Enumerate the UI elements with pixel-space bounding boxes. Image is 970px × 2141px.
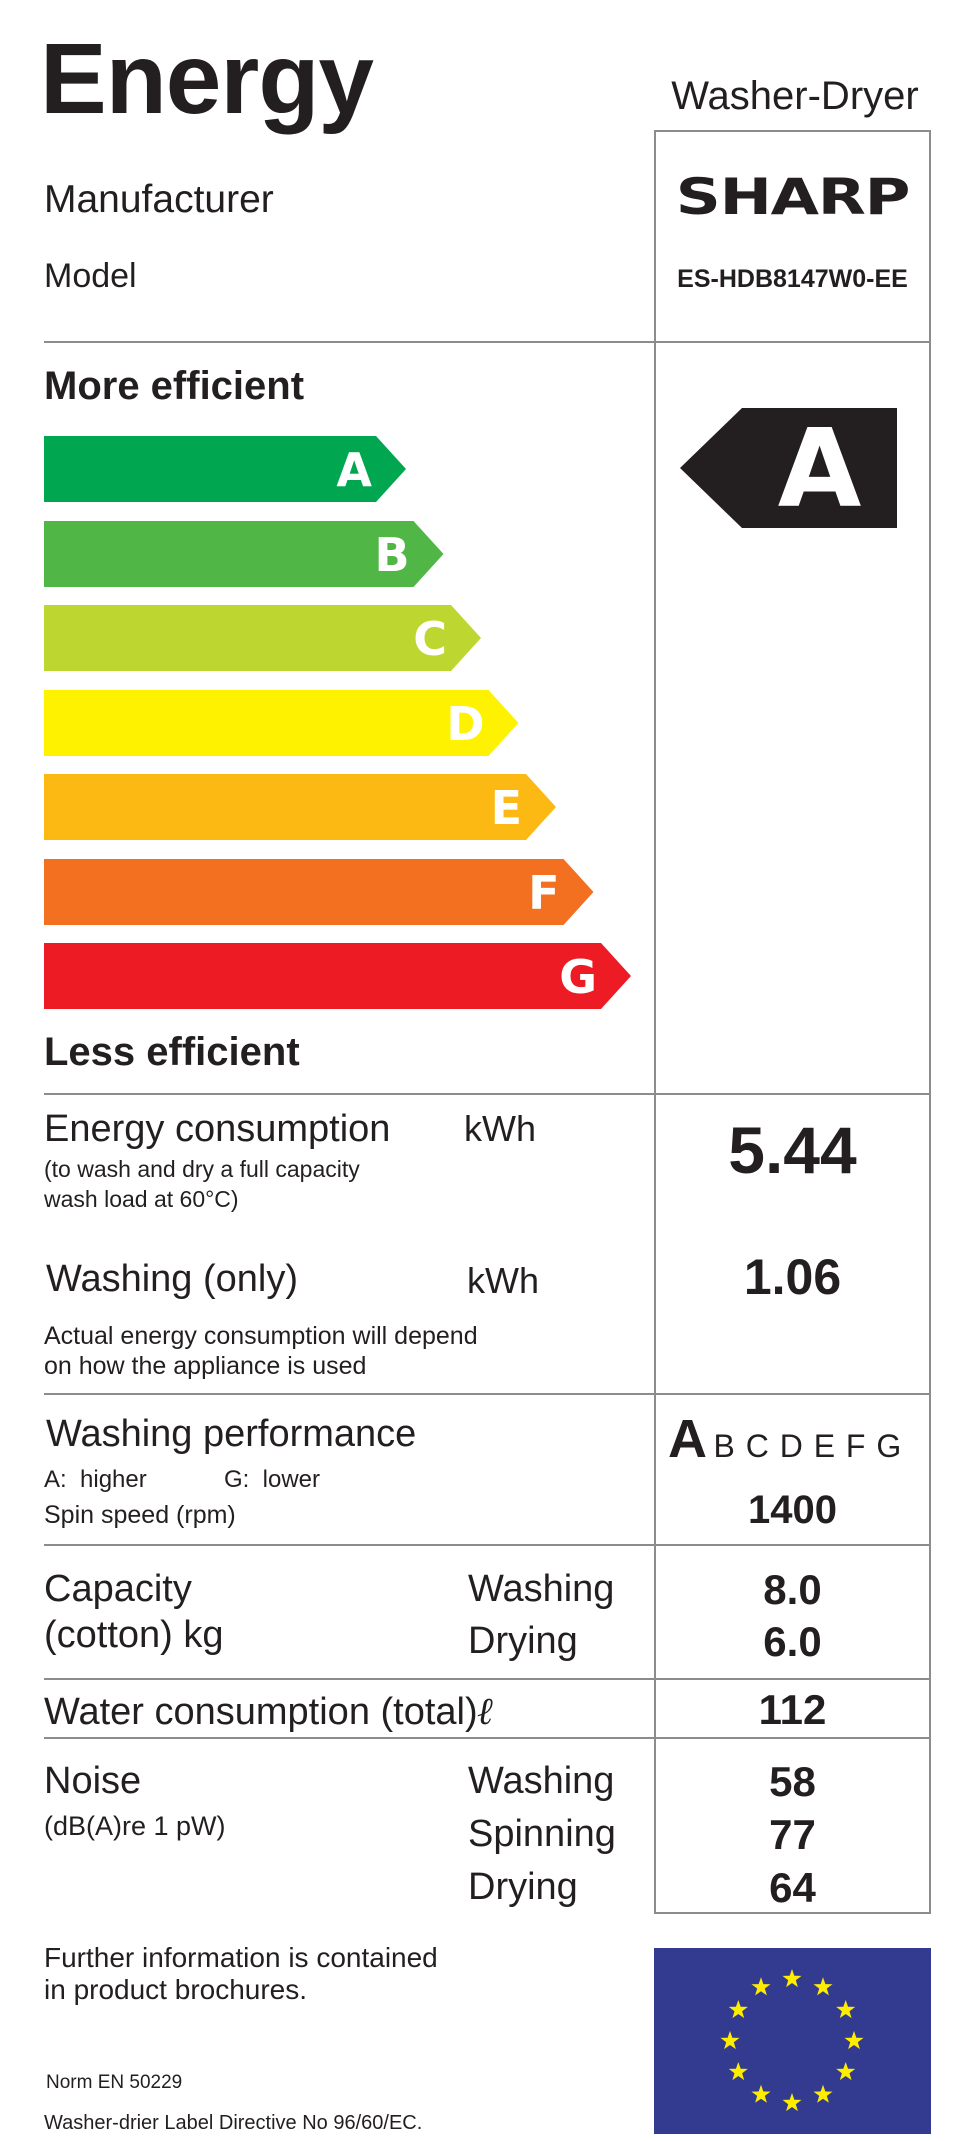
efficiency-bar-letter: B: [374, 527, 410, 582]
eu-star-icon: [728, 2062, 748, 2081]
noise-washing-label: Washing: [468, 1760, 615, 1802]
efficiency-bar-shape: [44, 520, 444, 587]
energy-consumption-note-2: wash load at 60°C): [44, 1186, 239, 1212]
eu-star-icon: [728, 2000, 748, 2019]
capacity-washing-value: 8.0: [763, 1566, 822, 1613]
divider-performance: [44, 1544, 931, 1546]
eu-star-icon: [720, 2031, 740, 2050]
noise-spinning-label: Spinning: [468, 1813, 616, 1855]
eu-star-icon: [782, 2093, 802, 2112]
manufacturer-logo: SHARP: [675, 168, 911, 226]
efficiency-bar-d: D: [44, 689, 519, 756]
eu-star-icon: [782, 1969, 802, 1988]
label-title: Energy: [40, 23, 374, 135]
efficiency-bar-letter: F: [528, 865, 560, 920]
water-consumption-label: Water consumption (total): [44, 1691, 478, 1733]
efficiency-bar-c: C: [44, 605, 481, 671]
energy-consumption-value: 5.44: [728, 1113, 857, 1187]
further-info-2: in product brochures.: [44, 1974, 308, 2005]
eu-stars: [720, 1969, 864, 2112]
capacity-drying-label: Drying: [468, 1620, 578, 1662]
water-consumption-row: Water consumption (total)ℓ: [44, 1688, 494, 1734]
noise-spinning-value: 77: [769, 1811, 816, 1858]
efficiency-bar-letter: G: [559, 950, 597, 1004]
water-unit-icon: ℓ: [477, 1688, 494, 1733]
efficiency-bar-shape: [44, 689, 519, 756]
noise-label: Noise: [44, 1760, 142, 1802]
noise-drying-label: Drying: [468, 1866, 578, 1908]
washing-only-value: 1.06: [743, 1249, 842, 1305]
efficiency-bar-letter: D: [446, 696, 485, 751]
further-info-1: Further information is contained: [44, 1942, 438, 1973]
efficiency-bar-f: F: [44, 858, 594, 925]
model-value: ES-HDB8147W0-EE: [677, 265, 908, 293]
noise-washing-value: 58: [769, 1758, 816, 1805]
energy-consumption-label: Energy consumption: [44, 1108, 391, 1150]
eu-star-icon: [813, 1977, 833, 1996]
washing-performance-label: Washing performance: [46, 1413, 417, 1455]
eu-star-icon: [836, 2000, 856, 2019]
performance-class-scale: A B C D E F G: [668, 1408, 928, 1470]
rating-arrow: A: [680, 407, 897, 532]
divider-energy: [44, 1393, 931, 1395]
washing-only-note-2: on how the appliance is used: [44, 1352, 367, 1380]
divider-water: [44, 1737, 931, 1739]
more-efficient-label: More efficient: [44, 364, 305, 408]
efficiency-bar-a: A: [44, 436, 406, 502]
right-column-border: [929, 130, 931, 1914]
water-consumption-value: 112: [758, 1686, 827, 1733]
performance-other-classes: B C D E F G: [713, 1428, 903, 1464]
eu-star-icon: [813, 2084, 833, 2103]
washing-only-unit: kWh: [467, 1260, 539, 1301]
manufacturer-label: Manufacturer: [44, 178, 274, 221]
efficiency-bar-shape: [44, 605, 481, 671]
divider-scale: [44, 1093, 931, 1095]
right-column-top-border: [654, 130, 931, 132]
energy-consumption-note-1: (to wash and dry a full capacity: [44, 1156, 360, 1182]
spin-speed-value: 1400: [748, 1488, 837, 1532]
eu-flag: [654, 1948, 931, 2134]
performance-class: A: [668, 1409, 707, 1469]
eu-star-icon: [751, 1977, 771, 1996]
noise-unit: (dB(A)re 1 pW): [44, 1811, 226, 1841]
washing-only-label: Washing (only): [46, 1258, 299, 1300]
rating-arrow-shape: [680, 408, 897, 528]
efficiency-bar-e: E: [44, 774, 556, 840]
rating-letter: A: [777, 407, 862, 532]
performance-lower-label: G: lower: [224, 1466, 321, 1493]
capacity-label-1: Capacity: [44, 1568, 192, 1610]
capacity-drying-value: 6.0: [763, 1618, 822, 1665]
eu-star-icon: [844, 2031, 864, 2050]
efficiency-bar-b: B: [44, 520, 444, 587]
capacity-label-2: (cotton) kg: [44, 1614, 224, 1656]
efficiency-bar-shape: [44, 774, 556, 840]
washing-only-note-1: Actual energy consumption will depend: [44, 1322, 478, 1350]
model-label: Model: [44, 257, 137, 295]
eu-star-icon: [836, 2062, 856, 2081]
efficiency-bar-letter: C: [413, 612, 447, 666]
divider-manufacturer: [44, 341, 931, 343]
norm-text: Norm EN 50229: [46, 2072, 183, 2093]
energy-consumption-unit: kWh: [464, 1108, 536, 1149]
less-efficient-label: Less efficient: [44, 1030, 300, 1074]
capacity-washing-label: Washing: [468, 1568, 615, 1610]
efficiency-bar-shape: [44, 858, 594, 925]
divider-capacity: [44, 1678, 931, 1680]
noise-drying-value: 64: [769, 1864, 816, 1911]
efficiency-bar-shape: [44, 943, 631, 1009]
efficiency-bar-letter: A: [336, 443, 372, 497]
right-column-divider: [654, 130, 656, 1914]
efficiency-bar-shape: [44, 436, 406, 502]
performance-higher-label: A: higher: [44, 1466, 147, 1493]
appliance-type: Washer-Dryer: [671, 74, 919, 118]
directive-text: Washer-drier Label Directive No 96/60/EC…: [44, 2112, 423, 2134]
spin-speed-label: Spin speed (rpm): [44, 1501, 236, 1529]
right-column-bottom-border: [654, 1912, 931, 1914]
efficiency-bar-letter: E: [490, 781, 522, 835]
efficiency-bar-g: G: [44, 943, 631, 1009]
eu-star-icon: [751, 2084, 771, 2103]
